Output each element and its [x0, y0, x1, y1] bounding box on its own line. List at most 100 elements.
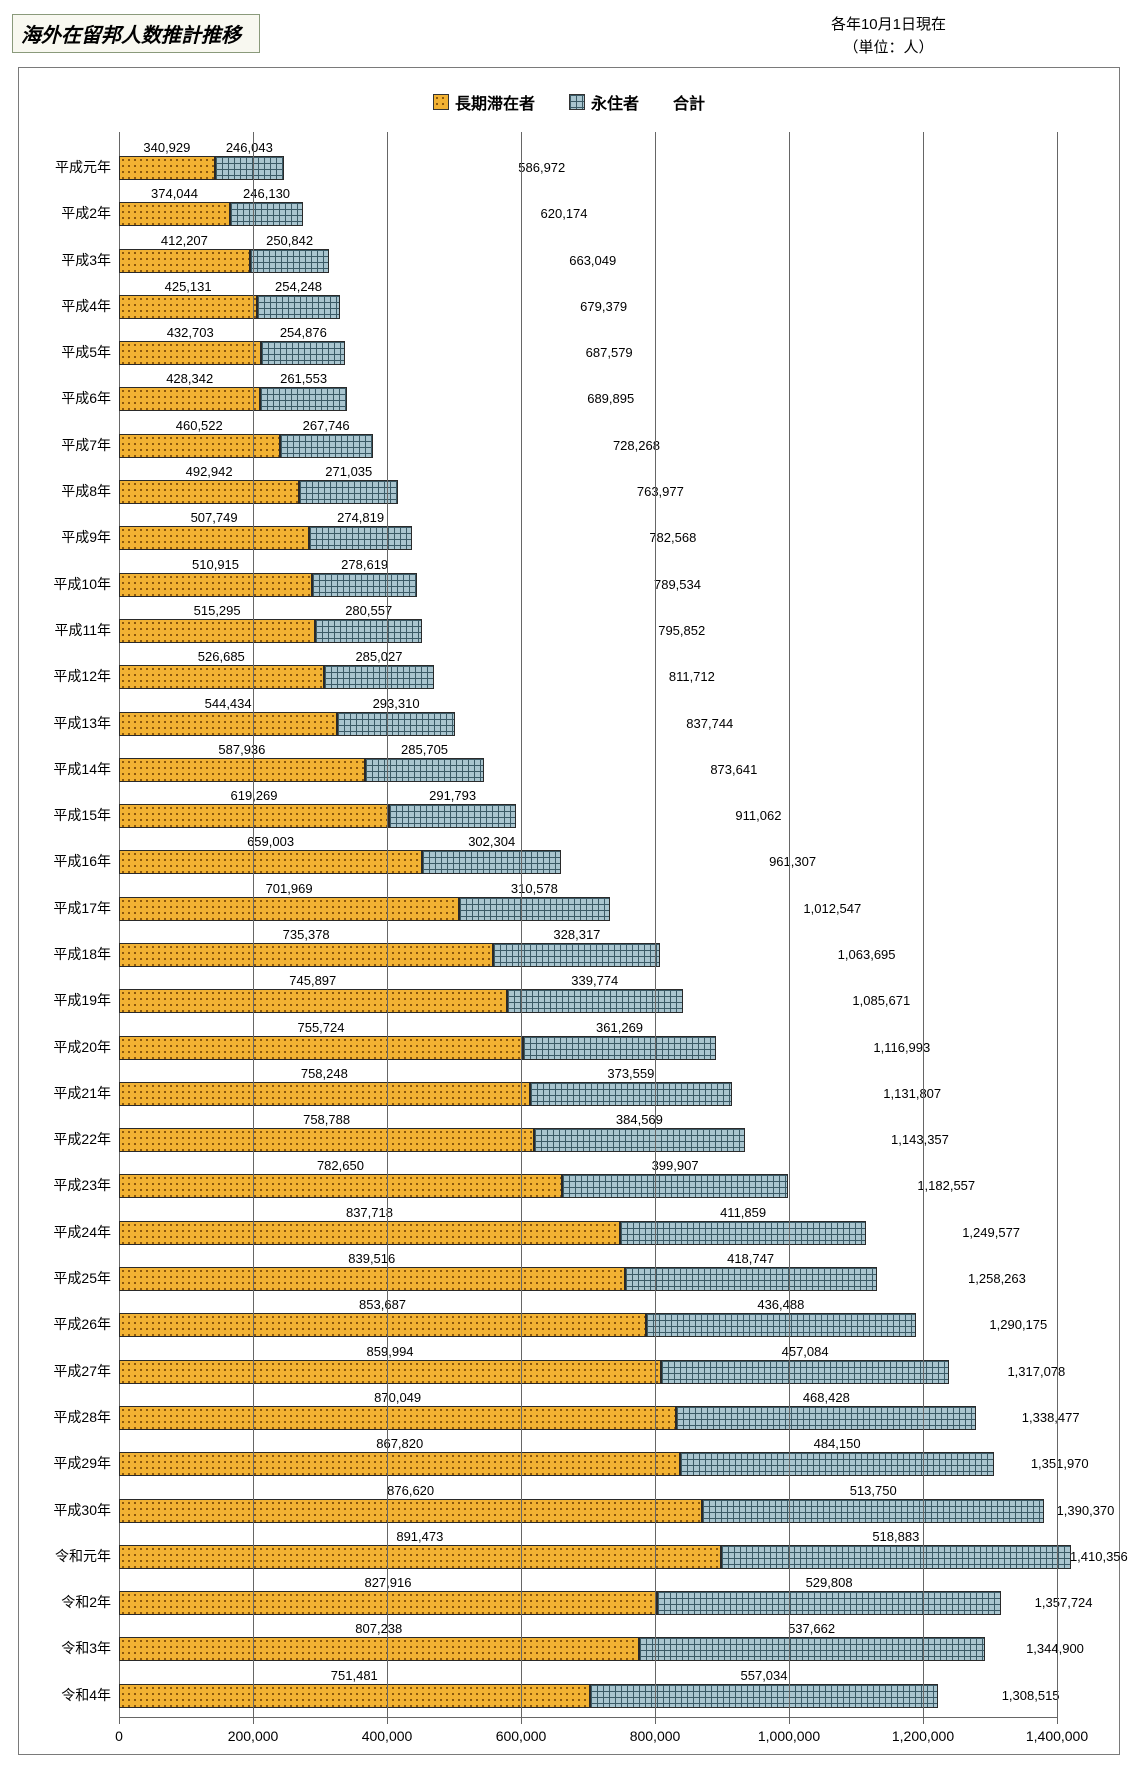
value-label-total: 1,085,671 [852, 993, 910, 1008]
bar-segment-series-b [721, 1545, 1071, 1569]
bar-segment-series-a [119, 1128, 534, 1152]
bar-segment-series-a [119, 1545, 721, 1569]
bar-row: 平成25年839,516418,7471,258,263 [119, 1251, 1057, 1297]
bar-row: 平成14年587,936285,705873,641 [119, 742, 1057, 788]
value-label-series-a: 876,620 [387, 1483, 434, 1498]
y-axis-label: 平成28年 [53, 1407, 111, 1427]
bar-row: 平成21年758,248373,5591,131,807 [119, 1066, 1057, 1112]
x-axis-label: 600,000 [496, 1728, 547, 1744]
value-label-total: 1,258,263 [968, 1271, 1026, 1286]
value-label-series-a: 526,685 [198, 649, 245, 664]
bar-segment-series-b [702, 1499, 1044, 1523]
bar-segment-series-a [119, 619, 315, 643]
value-label-total: 1,357,724 [1035, 1595, 1093, 1610]
x-tick [119, 1718, 120, 1724]
bar-segment-series-a [119, 989, 507, 1013]
bar-row: 平成24年837,718411,8591,249,577 [119, 1205, 1057, 1251]
bar-row: 令和3年807,238537,6621,344,900 [119, 1621, 1057, 1667]
bar-group: 619,269291,793911,062 [119, 804, 729, 828]
bar-row: 平成30年876,620513,7501,390,370 [119, 1483, 1057, 1529]
bar-segment-series-a [119, 1637, 639, 1661]
legend-label-series-b: 永住者 [591, 90, 639, 114]
x-gridline [253, 132, 254, 1718]
value-label-series-a: 412,207 [161, 233, 208, 248]
x-tick [253, 1718, 254, 1724]
bar-group: 340,929246,043586,972 [119, 156, 512, 180]
bar-group: 425,131254,248679,379 [119, 295, 574, 319]
bar-segment-series-b [365, 758, 484, 782]
value-label-series-a: 492,942 [186, 464, 233, 479]
value-label-total: 873,641 [710, 762, 757, 777]
bar-group: 544,434293,310837,744 [119, 712, 680, 736]
bar-segment-series-a [119, 850, 422, 874]
bar-group: 659,003302,304961,307 [119, 850, 763, 874]
bar-segment-series-b [507, 989, 684, 1013]
bar-segment-series-a [119, 1221, 620, 1245]
y-axis-label: 令和2年 [61, 1592, 111, 1612]
y-axis-label: 平成19年 [53, 990, 111, 1010]
header-row: 海外在留邦人数推計推移 各年10月1日現在 （単位：人） [12, 14, 1126, 59]
y-axis-label: 平成3年 [61, 250, 111, 270]
bar-group: 867,820484,1501,351,970 [119, 1452, 1025, 1476]
x-axis-line [119, 1717, 1057, 1718]
bar-row: 平成11年515,295280,557795,852 [119, 603, 1057, 649]
value-label-total: 1,116,993 [873, 1040, 930, 1055]
bar-segment-series-a [119, 1267, 625, 1291]
bar-segment-series-a [119, 943, 493, 967]
bar-segment-series-b [646, 1313, 916, 1337]
value-label-series-b: 361,269 [596, 1020, 643, 1035]
value-label-total: 689,895 [587, 391, 634, 406]
bar-row: 平成2年374,044246,130620,174 [119, 186, 1057, 232]
bar-group: 432,703254,876687,579 [119, 341, 580, 365]
bar-segment-series-a [119, 665, 324, 689]
value-label-total: 687,579 [586, 345, 633, 360]
subheader-line-2: （単位：人） [831, 37, 946, 60]
value-label-total: 1,344,900 [1026, 1641, 1084, 1656]
y-axis-label: 平成24年 [53, 1222, 111, 1242]
bar-segment-series-a [119, 1684, 590, 1708]
bar-row: 令和4年751,481557,0341,308,515 [119, 1668, 1057, 1714]
legend-item-total: 合計 [673, 90, 705, 114]
y-axis-label: 平成9年 [61, 527, 111, 547]
y-axis-label: 平成30年 [53, 1500, 111, 1520]
value-label-series-a: 859,994 [367, 1344, 414, 1359]
value-label-total: 586,972 [518, 160, 565, 175]
bar-segment-series-a [119, 526, 309, 550]
value-label-series-a: 870,049 [374, 1390, 421, 1405]
x-axis-label: 1,400,000 [1026, 1728, 1088, 1744]
value-label-series-b: 518,883 [872, 1529, 919, 1544]
bar-group: 876,620513,7501,390,370 [119, 1499, 1051, 1523]
bar-segment-series-a [119, 1036, 523, 1060]
value-label-series-b: 339,774 [571, 973, 618, 988]
bar-row: 平成22年758,788384,5691,143,357 [119, 1112, 1057, 1158]
value-label-series-b: 484,150 [814, 1436, 861, 1451]
y-axis-label: 平成元年 [55, 157, 111, 177]
bar-segment-series-b [530, 1082, 732, 1106]
bar-group: 735,378328,3171,063,695 [119, 943, 832, 967]
y-axis-label: 令和4年 [61, 1685, 111, 1705]
bar-group: 412,207250,842663,049 [119, 249, 563, 273]
bar-segment-series-a [119, 1313, 646, 1337]
value-label-series-a: 839,516 [348, 1251, 395, 1266]
bar-segment-series-b [639, 1637, 985, 1661]
bar-segment-series-a [119, 387, 260, 411]
bar-segment-series-b [257, 295, 340, 319]
x-gridline [387, 132, 388, 1718]
bar-group: 515,295280,557795,852 [119, 619, 652, 643]
value-label-series-a: 891,473 [396, 1529, 443, 1544]
y-axis-label: 平成6年 [61, 388, 111, 408]
value-label-series-a: 587,936 [218, 742, 265, 757]
page-title: 海外在留邦人数推計推移 [12, 14, 260, 53]
value-label-series-a: 659,003 [247, 834, 294, 849]
bar-segment-series-b [590, 1684, 939, 1708]
bar-segment-series-a [119, 1082, 530, 1106]
value-label-total: 620,174 [541, 206, 588, 221]
bar-row: 平成26年853,687436,4881,290,175 [119, 1297, 1057, 1343]
bar-group: 587,936285,705873,641 [119, 758, 704, 782]
bar-segment-series-a [119, 1174, 562, 1198]
bar-row: 平成4年425,131254,248679,379 [119, 279, 1057, 325]
value-label-series-b: 246,043 [226, 140, 273, 155]
bar-group: 428,342261,553689,895 [119, 387, 581, 411]
bar-segment-series-a [119, 1452, 680, 1476]
y-axis-label: 令和元年 [55, 1546, 111, 1566]
